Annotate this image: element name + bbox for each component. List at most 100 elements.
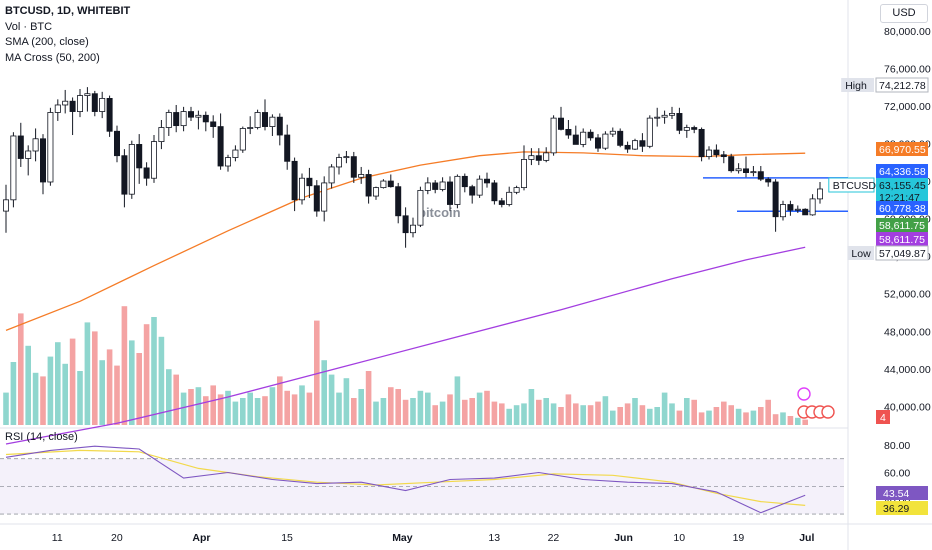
volume-bar <box>624 403 631 425</box>
candle-body <box>498 200 505 205</box>
volume-bar <box>121 306 128 425</box>
time-tick-label: Jun <box>614 532 633 544</box>
volume-bar <box>47 356 54 425</box>
volume-badge-value: 4 <box>880 412 886 424</box>
candle-body <box>706 149 713 158</box>
volume-bar <box>388 387 394 425</box>
volume-bar <box>632 398 638 425</box>
symbol-title[interactable]: BTCUSD, 1D, WHITEBIT <box>5 5 131 17</box>
candle-body <box>195 114 202 118</box>
candle-body <box>750 171 757 174</box>
ma-cross-indicator-label[interactable]: MA Cross (50, 200) <box>5 51 100 64</box>
volume-bar <box>351 398 357 425</box>
sma-indicator-label[interactable]: SMA (200, close) <box>5 36 89 48</box>
candle-body <box>84 93 91 96</box>
volume-bar <box>698 412 705 425</box>
candle-body <box>565 128 572 136</box>
rsi-legend-label[interactable]: RSI (14, close) <box>5 431 78 443</box>
candle-body <box>676 113 683 131</box>
candle-body <box>402 215 409 234</box>
candle-body <box>794 208 801 211</box>
candle-body <box>10 135 17 201</box>
volume-bar <box>114 365 120 425</box>
candle-body <box>143 167 150 179</box>
time-tick-label: 13 <box>488 532 500 544</box>
candle-body <box>239 128 246 151</box>
candle-body <box>809 198 816 216</box>
price-tick-label: 44,000.00 <box>884 364 931 376</box>
price-label-box <box>876 142 928 156</box>
volume-bar <box>469 398 475 425</box>
rsi-value-label: 43.54 <box>883 488 909 500</box>
price-label-value: 58,611.75 <box>879 220 925 232</box>
price-label-box <box>876 232 928 246</box>
candle-body <box>446 181 453 205</box>
volume-bar <box>166 369 172 425</box>
candle-body <box>247 127 254 129</box>
price-tick-label: 80,000.00 <box>884 26 931 38</box>
candle-body <box>121 155 128 195</box>
candle-body <box>483 178 490 184</box>
volume-bar <box>565 394 572 425</box>
candle-body <box>765 178 772 183</box>
volume-indicator-label[interactable]: Vol · BTC <box>5 20 53 33</box>
candle-body <box>646 117 653 147</box>
candle-body <box>298 177 305 201</box>
price-label-tag: BTCUSD <box>833 180 877 192</box>
candle-body <box>321 182 328 212</box>
price-tick-label: 72,000.00 <box>884 101 931 113</box>
price-label-value: 63,155.45 <box>879 180 926 192</box>
candle-body <box>261 112 268 127</box>
volume-bar <box>661 392 668 425</box>
candle-body <box>506 191 513 205</box>
price-label-box <box>875 245 929 261</box>
candle-body <box>491 182 498 202</box>
candle-body <box>713 149 720 156</box>
candle-body <box>535 155 542 161</box>
volume-bar <box>151 317 157 425</box>
sma-200-line <box>5 246 806 445</box>
volume-bar <box>580 405 586 425</box>
volume-bar <box>713 407 720 425</box>
candle-body <box>802 208 809 216</box>
candle-body <box>350 156 357 178</box>
ma-50-line <box>5 151 806 332</box>
volume-bar <box>402 399 409 425</box>
candle-body <box>291 160 298 201</box>
candle-body <box>284 134 291 162</box>
volume-bar <box>291 394 298 425</box>
candle-body <box>173 112 180 127</box>
volume-bar <box>684 398 690 425</box>
candle-body <box>3 199 9 212</box>
volume-bar <box>328 374 335 425</box>
candle-body <box>32 138 39 152</box>
candle-body <box>224 157 231 167</box>
candle-body <box>743 168 750 173</box>
volume-bar <box>669 403 675 425</box>
candle-body <box>91 93 98 112</box>
volume-bar <box>543 398 549 425</box>
volume-bar <box>513 405 520 425</box>
candle-body <box>528 155 535 160</box>
volume-bar <box>343 378 350 425</box>
candle-body <box>128 144 135 195</box>
volume-bar <box>306 392 313 425</box>
volume-bar <box>129 340 135 425</box>
price-label-value: 66,970.55 <box>879 144 926 156</box>
volume-bar <box>602 396 609 425</box>
volume-bar <box>321 360 327 425</box>
candle-body <box>780 204 787 218</box>
time-tick-label: May <box>392 532 413 544</box>
volume-bar <box>462 399 468 425</box>
candle-body <box>432 182 439 190</box>
candle-body <box>543 152 550 161</box>
candle-body <box>787 204 794 211</box>
candle-body <box>17 135 24 159</box>
volume-bar <box>750 410 757 425</box>
volume-bar <box>217 394 224 425</box>
candle-body <box>602 133 609 149</box>
time-tick-label: 11 <box>52 532 63 544</box>
currency-button[interactable]: USD <box>880 4 928 23</box>
volume-bar <box>728 405 734 425</box>
